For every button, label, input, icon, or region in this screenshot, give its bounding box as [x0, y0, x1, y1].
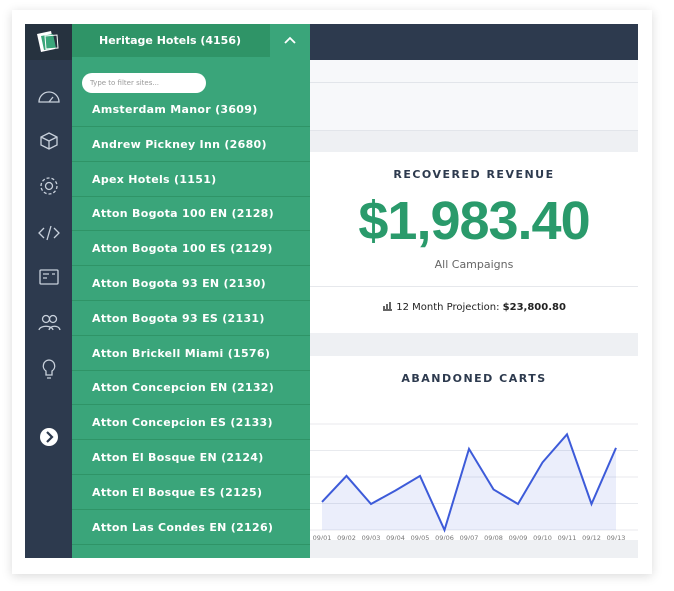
site-option[interactable]: Atton Bogota 100 ES (2129): [72, 232, 310, 267]
card-title: ABANDONED CARTS: [401, 372, 547, 385]
logo-icon: [37, 31, 59, 52]
projection-value: $23,800.80: [502, 302, 566, 313]
x-tick-label: 09/04: [386, 534, 405, 540]
top-bar: [310, 24, 638, 60]
nav-icons[interactable]: [25, 74, 72, 454]
dropdown-header[interactable]: Heritage Hotels (4156): [72, 24, 310, 57]
chevron-up: [284, 36, 296, 44]
sidebar: [25, 24, 72, 558]
site-option[interactable]: Atton Bogota 100 EN (2128): [72, 197, 310, 232]
carts-card: ABANDONED CARTS 09/01 09/02 09/03 09/04 09/0…: [310, 356, 638, 540]
header-strip: [310, 60, 638, 131]
site-option[interactable]: Apex Hotels (1151): [72, 163, 310, 197]
site-dropdown[interactable]: Heritage Hotels (4156) Type to filter si…: [72, 24, 310, 558]
line-chart: 09/01 09/02 09/03 09/04 09/05 09/06 09/07 09/08…: [310, 423, 638, 540]
x-tick-label: 09/03: [362, 534, 381, 540]
site-option[interactable]: Atton Concepcion EN (2132): [72, 371, 310, 406]
site-option[interactable]: Atton Concepcion ES (2133): [72, 406, 310, 441]
site-option[interactable]: Atton Bogota 93 EN (2130): [72, 267, 310, 301]
app: RECOVERED REVENUE $1,983.40 All Campaign…: [25, 24, 638, 558]
collapse-button[interactable]: [270, 24, 310, 57]
divider: [310, 82, 638, 83]
selected-site: Heritage Hotels (4156): [99, 34, 242, 47]
revenue-card: RECOVERED REVENUE $1,983.40 All Campaign…: [310, 152, 638, 333]
x-tick-label: 09/06: [435, 534, 454, 540]
x-tick-label: 09/01: [313, 534, 332, 540]
x-tick-label: 09/05: [411, 534, 430, 540]
x-tick-label: 09/12: [582, 534, 601, 540]
site-option[interactable]: Andrew Pickney Inn (2680): [72, 128, 310, 162]
card-title: RECOVERED REVENUE: [393, 168, 555, 181]
projection-label: 12 Month Projection:: [396, 302, 500, 313]
revenue-subtitle: All Campaigns: [434, 258, 514, 271]
logo: [25, 24, 72, 60]
site-option[interactable]: Atton Brickell Miami (1576): [72, 337, 310, 371]
area: [322, 434, 616, 530]
x-tick-label: 09/07: [460, 534, 479, 540]
x-tick-label: 09/09: [509, 534, 528, 540]
site-option[interactable]: Amsterdam Manor (3609): [72, 93, 310, 127]
x-tick-label: 09/08: [484, 534, 503, 540]
x-tick-label: 09/11: [558, 534, 577, 540]
line: [321, 432, 617, 533]
site-option[interactable]: Atton Bogota 93 ES (2131): [72, 302, 310, 336]
chart-icon: [383, 302, 393, 311]
x-tick-label: 09/13: [607, 534, 626, 540]
divider: [310, 286, 638, 287]
site-option[interactable]: Atton El Bosque EN (2124): [72, 441, 310, 475]
filter-input[interactable]: Type to filter sites...: [82, 73, 206, 93]
site-option[interactable]: Atton El Bosque ES (2125): [72, 476, 310, 510]
x-tick-label: 09/10: [533, 534, 552, 540]
x-tick-label: 09/02: [337, 534, 356, 540]
revenue-amount: $1,983.40: [358, 191, 590, 251]
projection: 12 Month Projection: $23,800.80: [310, 301, 638, 313]
site-option[interactable]: Atton Las Condes EN (2126): [72, 511, 310, 545]
